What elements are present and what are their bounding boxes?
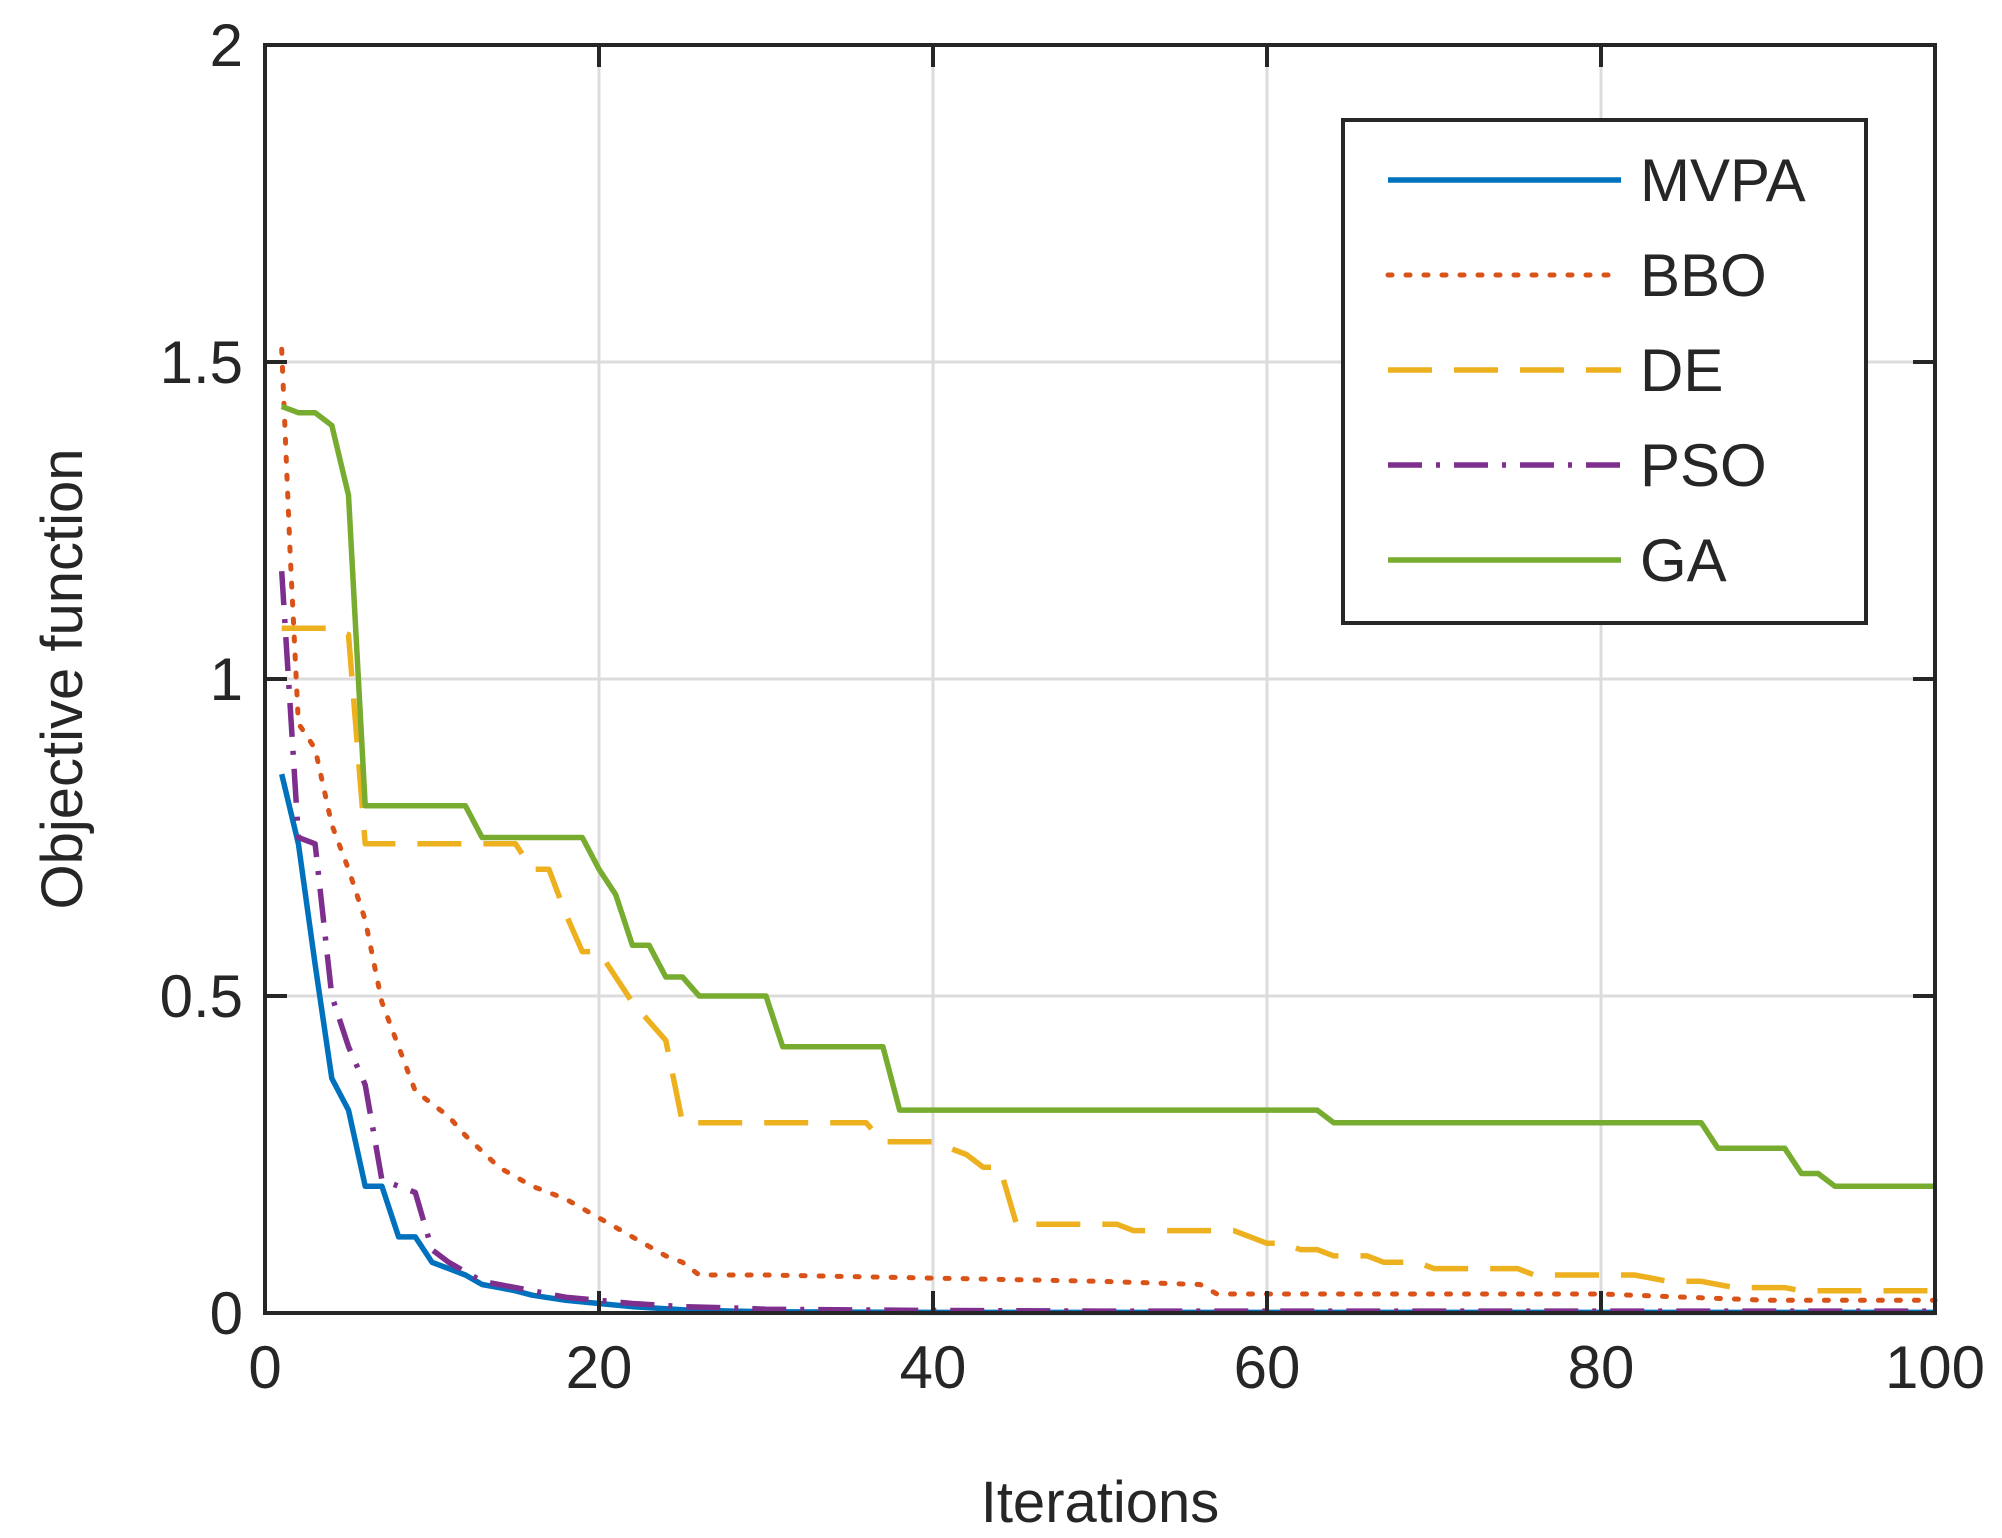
y-tick-label: 1.5 [160,329,243,396]
x-axis-label: Iterations [981,1470,1220,1533]
x-tick-label: 80 [1568,1334,1635,1401]
series-line-bbo [279,346,1938,1303]
legend-label-de: DE [1640,337,1723,404]
legend-label-bbo: BBO [1640,242,1767,309]
legend-label-mvpa: MVPA [1640,147,1806,214]
y-axis-label: Objective function [30,448,95,909]
legend-label-ga: GA [1640,527,1727,594]
ticks: 0 20 40 60 80 100 0 0.5 1 1.5 2 [160,12,1985,1401]
x-tick-label: 40 [900,1334,967,1401]
x-tick-label: 20 [566,1334,633,1401]
y-tick-label: 2 [210,12,243,79]
y-tick-label: 1 [210,646,243,713]
y-tick-label: 0.5 [160,963,243,1030]
x-tick-label: 0 [248,1334,281,1401]
legend: MVPA BBO DE PSO GA [1341,118,1868,625]
legend-label-pso: PSO [1640,432,1767,499]
series-line-ga [280,403,1935,1189]
series-line-de [281,625,1935,1294]
x-tick-label: 60 [1234,1334,1301,1401]
y-tick-label: 0 [210,1280,243,1347]
x-tick-label: 100 [1885,1334,1985,1401]
